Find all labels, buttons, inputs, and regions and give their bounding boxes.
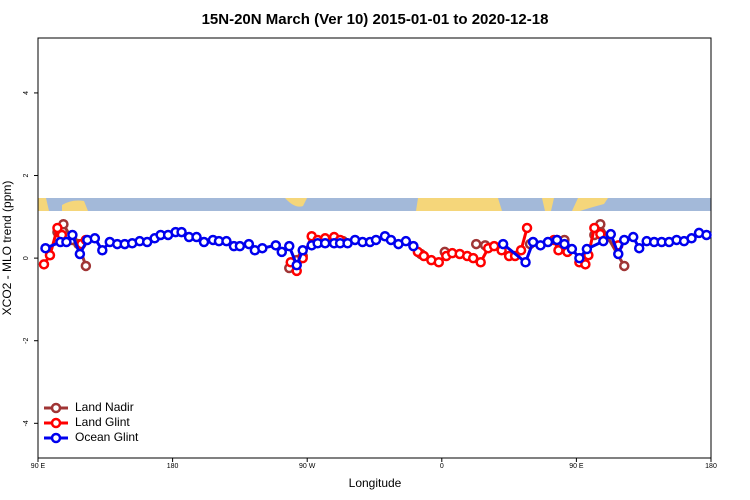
data-point bbox=[598, 235, 609, 247]
data-point bbox=[270, 240, 282, 251]
data-point bbox=[581, 243, 593, 255]
data-point bbox=[89, 233, 101, 244]
data-point bbox=[52, 222, 63, 234]
y-tick-label: -2 bbox=[23, 338, 30, 344]
data-point bbox=[97, 245, 108, 256]
legend-label: Ocean Glint bbox=[75, 430, 139, 444]
data-point bbox=[619, 234, 630, 246]
data-point bbox=[521, 222, 533, 234]
data-point bbox=[520, 256, 531, 268]
legend-label: Land Glint bbox=[75, 415, 130, 429]
x-axis-label: Longitude bbox=[349, 476, 402, 490]
data-point bbox=[221, 235, 232, 247]
data-point bbox=[627, 231, 639, 243]
x-tick-label: 180 bbox=[167, 463, 179, 470]
data-point bbox=[80, 260, 92, 272]
x-tick-label: 180 bbox=[705, 463, 717, 470]
x-tick-label: 90 E bbox=[31, 463, 46, 470]
data-point bbox=[284, 240, 295, 252]
data-point bbox=[319, 238, 331, 249]
data-point bbox=[470, 238, 482, 250]
data-point bbox=[633, 242, 645, 254]
data-point bbox=[559, 238, 570, 250]
legend-marker bbox=[50, 432, 62, 444]
data-point bbox=[61, 236, 72, 248]
data-point bbox=[433, 256, 445, 268]
data-point bbox=[418, 250, 430, 262]
data-point bbox=[243, 238, 255, 250]
data-point bbox=[580, 259, 591, 270]
x-tick-label: 90 W bbox=[299, 463, 316, 470]
y-tick-label: 2 bbox=[23, 173, 30, 177]
data-point bbox=[74, 248, 86, 260]
map-strip bbox=[38, 198, 711, 211]
y-tick-label: 0 bbox=[23, 256, 30, 260]
data-point bbox=[686, 233, 697, 244]
y-tick-label: -4 bbox=[23, 420, 30, 426]
data-point bbox=[44, 249, 56, 261]
data-point bbox=[257, 242, 268, 254]
data-point bbox=[408, 240, 419, 252]
data-point bbox=[370, 234, 382, 246]
data-point bbox=[613, 248, 624, 260]
data-point bbox=[475, 256, 486, 268]
data-point bbox=[497, 238, 509, 250]
legend-marker bbox=[50, 402, 62, 414]
data-point bbox=[574, 252, 585, 264]
data-point bbox=[589, 222, 600, 234]
data-point bbox=[701, 229, 712, 241]
legend-marker bbox=[50, 417, 62, 429]
data-point bbox=[488, 240, 500, 252]
data-point bbox=[542, 236, 554, 248]
data-point bbox=[40, 242, 51, 254]
data-point bbox=[276, 246, 288, 258]
data-point bbox=[515, 245, 527, 256]
data-point bbox=[67, 229, 78, 241]
plot-layer: 90 E 180 90 W 0 90 E 180 -4 -2 0 2 4 Land NadirLand… bbox=[23, 91, 717, 470]
data-point bbox=[198, 236, 210, 248]
plot-frame bbox=[37, 37, 712, 459]
x-tick-label: 90 E bbox=[569, 463, 584, 470]
data-point bbox=[551, 234, 563, 246]
data-point bbox=[191, 231, 202, 243]
legend-label: Land Nadir bbox=[75, 400, 134, 414]
data-point bbox=[291, 259, 302, 271]
data-point bbox=[566, 243, 578, 255]
y-axis-label: XCO2 - MLO trend (ppm) bbox=[0, 181, 14, 316]
data-point bbox=[605, 228, 617, 240]
data-point bbox=[234, 240, 246, 252]
data-point bbox=[385, 234, 397, 246]
data-point bbox=[38, 259, 50, 270]
data-point bbox=[176, 226, 187, 238]
data-point bbox=[297, 245, 308, 256]
data-point bbox=[400, 235, 412, 247]
data-point bbox=[467, 252, 479, 264]
chart-title: 15N-20N March (Ver 10) 2015-01-01 to 202… bbox=[202, 11, 549, 28]
data-point bbox=[619, 260, 630, 272]
x-tick-label: 0 bbox=[440, 463, 444, 470]
y-tick-label: 4 bbox=[23, 91, 30, 95]
